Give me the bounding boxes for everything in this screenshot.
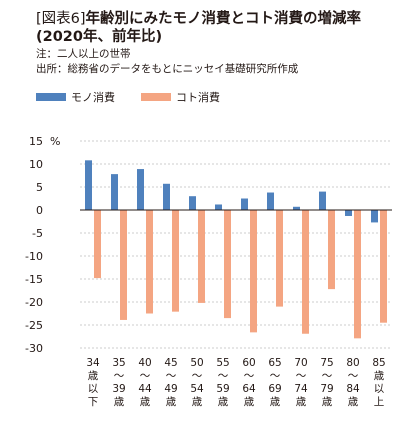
bar-mono bbox=[85, 160, 92, 210]
x-category-label: 75 〜 79 歳 bbox=[320, 357, 333, 408]
bar-mono bbox=[163, 183, 170, 210]
bar-koto bbox=[120, 210, 127, 320]
bar-mono bbox=[371, 210, 378, 223]
y-tick-label: -10 bbox=[25, 250, 43, 263]
y-tick-label: 0 bbox=[36, 204, 43, 217]
title-line-1: 年齢別にみたモノ消費とコト消費の増減率 bbox=[85, 11, 362, 27]
x-category-label: 40 〜 44 歳 bbox=[138, 357, 152, 408]
legend-item-koto: コト消費 bbox=[141, 89, 220, 105]
source-text: 出所：総務省のデータをもとにニッセイ基礎研究所作成 bbox=[36, 63, 299, 75]
bar-mono bbox=[111, 174, 118, 210]
legend: モノ消費 コト消費 bbox=[36, 89, 246, 105]
y-tick-label: -15 bbox=[25, 273, 43, 286]
legend-swatch-mono bbox=[36, 93, 66, 101]
bar-koto bbox=[276, 210, 283, 307]
bar-koto bbox=[380, 210, 387, 323]
y-tick-label: 15 bbox=[29, 135, 43, 148]
bar-koto bbox=[172, 210, 179, 312]
bar-mono bbox=[137, 169, 144, 210]
bar-koto bbox=[328, 210, 335, 290]
chart-header: [図表6]年齢別にみたモノ消費とコト消費の増減率 (2020年、前年比) 注：二… bbox=[36, 10, 406, 76]
x-category-label: 65 〜 69 歳 bbox=[268, 357, 281, 408]
x-category-label: 50 〜 54 歳 bbox=[190, 357, 204, 408]
bar-koto bbox=[250, 210, 257, 333]
legend-item-mono: モノ消費 bbox=[36, 89, 115, 105]
y-tick-label: 5 bbox=[36, 181, 43, 194]
bar-koto bbox=[224, 210, 231, 319]
bar-mono bbox=[215, 204, 222, 210]
legend-label-koto: コト消費 bbox=[176, 91, 220, 104]
legend-label-mono: モノ消費 bbox=[71, 91, 115, 104]
bar-mono bbox=[319, 191, 326, 210]
x-category-label: 34 歳以下 bbox=[86, 357, 100, 408]
bar-koto bbox=[94, 210, 101, 279]
bar-koto bbox=[302, 210, 309, 334]
x-category-label: 35 〜 39 歳 bbox=[112, 357, 125, 408]
x-category-label: 60 〜 64 歳 bbox=[242, 357, 256, 408]
x-category-label: 45 〜 49 歳 bbox=[164, 357, 177, 408]
y-tick-label: -5 bbox=[32, 227, 43, 240]
bar-koto bbox=[198, 210, 205, 303]
bar-mono bbox=[267, 192, 274, 210]
bar-koto bbox=[354, 210, 361, 339]
x-category-label: 80 〜 84 歳 bbox=[346, 357, 360, 408]
title-line-2: (2020年、前年比) bbox=[36, 29, 163, 45]
y-unit-label: % bbox=[50, 135, 60, 148]
figure-label: [図表6] bbox=[36, 11, 86, 27]
x-category-label: 85 歳以上 bbox=[372, 357, 385, 408]
y-tick-label: 10 bbox=[29, 158, 43, 171]
y-tick-label: -20 bbox=[25, 296, 43, 309]
chart-title: [図表6]年齢別にみたモノ消費とコト消費の増減率 bbox=[36, 10, 406, 28]
bar-mono bbox=[293, 206, 300, 210]
bar-mono bbox=[241, 198, 248, 210]
bar-koto bbox=[146, 210, 153, 314]
y-tick-label: -30 bbox=[25, 342, 43, 355]
note-text: 注：二人以上の世帯 bbox=[36, 48, 131, 60]
bar-mono bbox=[345, 210, 352, 216]
x-category-label: 55 〜 59 歳 bbox=[216, 357, 229, 408]
legend-swatch-koto bbox=[141, 93, 171, 101]
bar-mono bbox=[189, 196, 196, 210]
x-category-label: 70 〜 74 歳 bbox=[294, 357, 308, 408]
y-tick-label: -25 bbox=[25, 319, 43, 332]
